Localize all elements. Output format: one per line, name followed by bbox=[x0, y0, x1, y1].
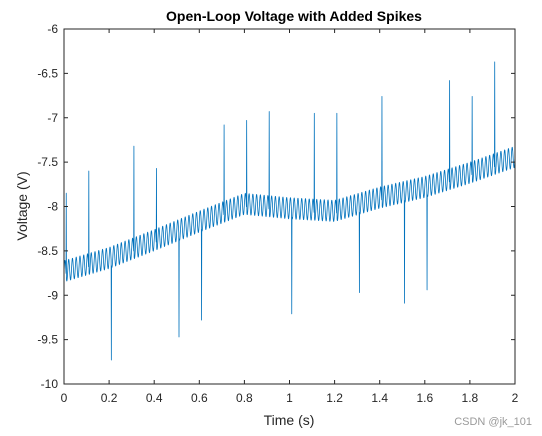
y-tick-label: -7 bbox=[47, 111, 58, 125]
x-tick-label: 1 bbox=[286, 391, 293, 405]
x-tick-label: 1.8 bbox=[462, 391, 479, 405]
y-tick-label: -6.5 bbox=[37, 66, 58, 80]
chart-title: Open-Loop Voltage with Added Spikes bbox=[166, 8, 422, 24]
y-tick-label: -8.5 bbox=[37, 244, 58, 258]
x-tick-label: 0.4 bbox=[146, 391, 163, 405]
y-tick-label: -10 bbox=[41, 377, 59, 391]
x-tick-label: 1.6 bbox=[416, 391, 433, 405]
x-tick-label: 1.4 bbox=[371, 391, 388, 405]
y-tick-label: -6 bbox=[47, 22, 58, 36]
x-tick-label: 2 bbox=[512, 391, 519, 405]
y-axis-label: Voltage (V) bbox=[14, 171, 30, 240]
watermark-text: CSDN @jk_101 bbox=[454, 416, 532, 428]
y-tick-label: -7.5 bbox=[37, 155, 58, 169]
x-axis-label: Time (s) bbox=[264, 412, 315, 428]
series-group bbox=[63, 61, 516, 361]
y-tick-label: -9 bbox=[47, 288, 58, 302]
x-axis: 0 0.2 0.4 0.6 0.8 1 1.2 1.4 1.6 1.8 2 bbox=[61, 29, 519, 405]
y-tick-label: -8 bbox=[47, 200, 58, 214]
x-tick-label: 1.2 bbox=[326, 391, 343, 405]
y-axis: -10 -9.5 -9 -8.5 -8 -7.5 -7 -6.5 -6 bbox=[37, 22, 515, 391]
x-tick-label: 0 bbox=[61, 391, 68, 405]
y-tick-label: -9.5 bbox=[37, 333, 58, 347]
x-tick-label: 0.8 bbox=[236, 391, 253, 405]
x-tick-label: 0.6 bbox=[191, 391, 208, 405]
x-tick-label: 0.2 bbox=[101, 391, 118, 405]
voltage-line bbox=[63, 61, 516, 361]
